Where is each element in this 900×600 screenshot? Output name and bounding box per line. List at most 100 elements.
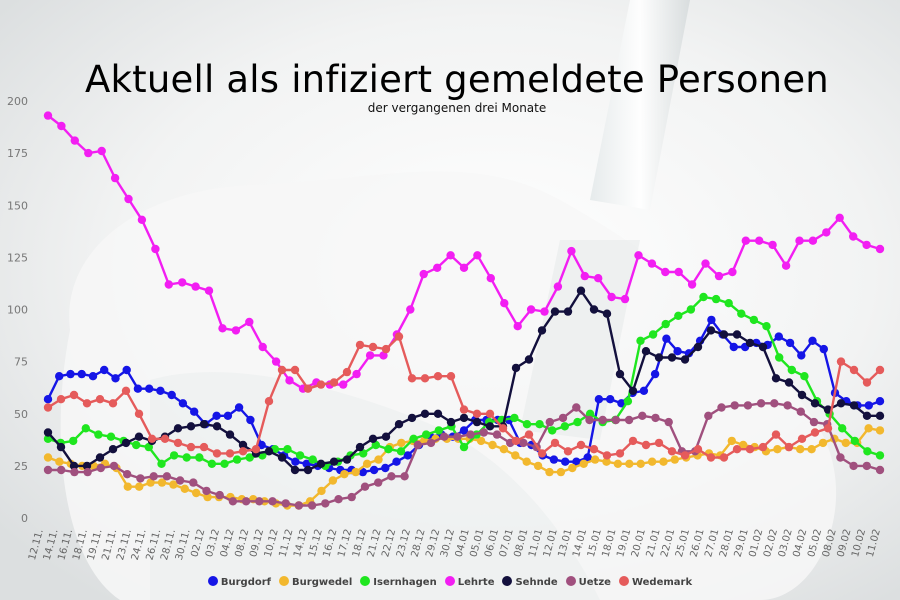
data-point: [106, 432, 116, 441]
data-point: [613, 459, 623, 468]
data-point: [773, 445, 782, 454]
data-point: [488, 440, 497, 450]
data-point: [368, 342, 378, 352]
data-point: [81, 424, 91, 433]
data-point: [758, 442, 768, 452]
data-point: [628, 436, 638, 446]
y-tick-label: 100: [7, 304, 28, 317]
data-point: [693, 342, 703, 352]
data-point: [43, 395, 53, 404]
data-point: [69, 436, 78, 446]
data-point: [169, 480, 178, 489]
data-point: [775, 353, 784, 362]
data-point: [661, 267, 670, 277]
data-point: [739, 440, 748, 450]
data-point: [533, 461, 543, 471]
data-point: [628, 386, 638, 395]
data-point: [290, 465, 300, 475]
legend-swatch: [279, 576, 290, 586]
data-point: [317, 486, 326, 496]
y-tick-label: 25: [14, 460, 28, 473]
data-point: [207, 459, 217, 468]
data-point: [522, 457, 531, 466]
legend-item-lehrte: Lehrte: [444, 576, 494, 588]
legend-item-sehnde: Sehnde: [502, 576, 558, 588]
data-point: [862, 240, 871, 250]
legend-label: Burgdorf: [220, 577, 272, 588]
legend-label: Uetze: [578, 577, 611, 588]
data-point: [109, 461, 119, 471]
data-point: [57, 121, 66, 131]
data-point: [550, 307, 560, 316]
data-point: [728, 267, 737, 277]
data-point: [164, 280, 173, 289]
data-point: [585, 409, 595, 418]
data-point: [563, 447, 573, 456]
data-point: [636, 459, 645, 468]
data-point: [281, 499, 290, 508]
data-point: [133, 384, 143, 393]
data-point: [818, 438, 828, 448]
data-point: [403, 451, 412, 460]
data-point: [745, 445, 755, 454]
data-point: [212, 411, 221, 420]
data-point: [567, 246, 576, 256]
data-point: [285, 376, 294, 385]
data-point: [420, 374, 430, 383]
data-point: [151, 244, 160, 254]
data-point: [537, 326, 547, 335]
data-point: [500, 299, 509, 308]
data-point: [264, 397, 274, 406]
data-point: [701, 259, 710, 268]
data-point: [199, 420, 209, 429]
data-point: [783, 401, 792, 410]
data-point: [524, 355, 534, 364]
data-point: [674, 267, 683, 277]
data-point: [342, 367, 352, 377]
data-point: [594, 274, 603, 283]
data-point: [43, 111, 53, 120]
data-point: [706, 453, 716, 462]
data-point: [381, 344, 391, 354]
data-point: [43, 453, 53, 462]
data-point: [199, 442, 209, 452]
legend-item-burgdorf: Burgdorf: [207, 576, 272, 588]
data-point: [132, 440, 141, 450]
data-point: [88, 372, 98, 381]
data-point: [558, 413, 568, 423]
data-point: [381, 432, 391, 441]
legend-swatch: [618, 576, 629, 586]
data-point: [472, 409, 482, 418]
data-point: [724, 299, 733, 308]
data-point: [755, 236, 764, 245]
data-point: [511, 363, 521, 373]
y-tick-label: 50: [14, 408, 28, 421]
data-point: [664, 417, 673, 427]
legend-label: Isernhagen: [373, 577, 437, 588]
data-point: [55, 457, 64, 466]
data-point: [572, 403, 581, 412]
data-point: [580, 271, 589, 281]
data-point: [548, 426, 557, 435]
data-point: [553, 282, 563, 291]
chart-title: Aktuell als infiziert gemeldete Personen: [85, 58, 829, 101]
data-point: [730, 401, 739, 410]
data-point: [406, 305, 415, 314]
data-point: [94, 430, 103, 439]
data-point: [650, 369, 660, 379]
data-point: [55, 372, 64, 381]
data-point: [823, 424, 833, 433]
y-tick-label: 175: [7, 147, 28, 160]
data-point: [749, 315, 759, 325]
data-point: [849, 401, 859, 410]
data-point: [648, 330, 658, 339]
data-point: [598, 415, 607, 425]
data-point: [459, 263, 469, 272]
data-point: [850, 436, 859, 446]
data-point: [590, 455, 600, 464]
data-point: [368, 434, 378, 443]
data-point: [191, 282, 200, 291]
data-point: [680, 355, 690, 364]
data-point: [316, 380, 326, 389]
